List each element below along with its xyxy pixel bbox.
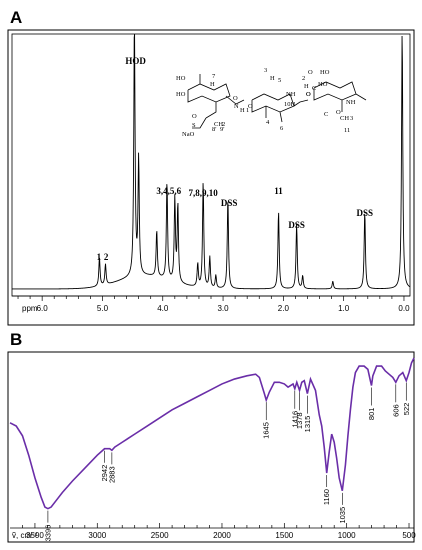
- panel-b-band-label: 1378: [295, 412, 304, 429]
- panel-b-band-label: 1160: [322, 489, 331, 505]
- panel-b-band-label: 2942: [100, 465, 109, 482]
- panel-a-peak-label: HOD: [125, 56, 146, 66]
- panel-b-x-tick-label: 3500: [26, 531, 44, 540]
- structure-label: O: [308, 69, 313, 76]
- structure-label: 9': [220, 126, 224, 133]
- panel-a-peak-label: 1: [97, 252, 102, 262]
- structure-label: H: [270, 75, 275, 82]
- panel-b-x-tick-label: 1000: [338, 531, 356, 540]
- structure-label: S: [192, 122, 196, 129]
- panel-a-peak-label: 2: [104, 252, 109, 262]
- structure-label: HO: [318, 81, 328, 88]
- structure-label: 2: [222, 121, 225, 128]
- panel-a-plot-area: [11, 33, 411, 297]
- panel-b-x-tick-label: 2000: [213, 531, 231, 540]
- structure-label: N: [234, 103, 239, 110]
- structure-label: CH: [340, 115, 349, 122]
- panel-b-band-label: 606: [391, 404, 400, 417]
- structure-label: 11: [344, 127, 350, 134]
- structure-label: NH: [346, 99, 356, 106]
- structure-label: HO: [176, 75, 186, 82]
- structure-label: 1: [246, 107, 249, 114]
- structure-label: NH: [286, 91, 296, 98]
- panel-b-band-label: 1416: [290, 411, 299, 428]
- panel-b-band-label: 522: [402, 403, 411, 416]
- panel-a-x-tick-label: 4.0: [157, 304, 169, 313]
- panel-b-band-label: 1315: [303, 416, 312, 433]
- panel-b-frame: [7, 351, 415, 543]
- panel-a-x-tick-label: 6.0: [37, 304, 49, 313]
- structure-label: 3: [264, 67, 267, 74]
- structure-label: 7: [212, 73, 216, 80]
- panel-a-x-tick-label: 3.0: [217, 304, 229, 313]
- structure-label: C: [312, 85, 316, 92]
- structure-label: H: [240, 107, 245, 114]
- panel-a-peak-label: DSS: [288, 220, 305, 230]
- structure-label: O: [306, 91, 311, 98]
- panel-a-peak-label: DSS: [357, 208, 374, 218]
- structure-label: NaO: [182, 131, 195, 138]
- panel-a-letter: A: [10, 8, 22, 27]
- panel-b-x-tick-label: 2500: [151, 531, 169, 540]
- structure-label: CH: [214, 121, 223, 128]
- panel-a-x-tick-label: 2.0: [278, 304, 290, 313]
- structure-label: 3: [350, 115, 353, 122]
- panel-b-band-label: 3396: [43, 525, 52, 542]
- panel-a-x-axis-label: ppm: [22, 304, 38, 313]
- panel-b-band-label: 1645: [262, 422, 271, 439]
- structure-label: O: [233, 95, 238, 102]
- panel-b-x-tick-label: 1500: [275, 531, 293, 540]
- structure-label: 10H: [284, 101, 296, 108]
- panel-a-nmr-spectrum: [12, 33, 411, 290]
- panel-a-x-tick-label: 5.0: [97, 304, 109, 313]
- panel-a-peak-label: DSS: [221, 198, 238, 208]
- panel-b-ir-spectrum: [9, 357, 415, 510]
- panel-b-band-label: 2883: [107, 466, 116, 483]
- panel-b-band-label: 801: [367, 408, 376, 421]
- panel-b-x-axis: 3500 3000 2500 2000 1500 1000 500 ṽ, cm⁻¹: [10, 523, 416, 540]
- panel-a-frame: [7, 29, 415, 326]
- structure-label: 4: [266, 119, 270, 126]
- structure-label: 6: [280, 125, 284, 132]
- structure-label: H: [304, 83, 309, 90]
- panel-a-peak-label: 7,8,9,10: [189, 188, 219, 198]
- structure-label: C: [324, 111, 328, 118]
- structure-label: O: [192, 113, 197, 120]
- panel-a-peak-label: 11: [274, 186, 283, 196]
- panel-b-x-tick-label: 500: [402, 531, 416, 540]
- structure-label: HO: [320, 69, 330, 76]
- panel-b-letter: B: [10, 330, 22, 349]
- chemical-structure: [187, 74, 367, 129]
- structure-label: O: [336, 109, 341, 116]
- panel-a-x-tick-label: 0.0: [398, 304, 410, 313]
- structure-label: O: [306, 91, 311, 98]
- structure-label: 5: [278, 77, 281, 84]
- structure-label: 8': [212, 126, 216, 133]
- structure-label: HO: [176, 91, 186, 98]
- panel-b-x-axis-label: ṽ, cm⁻¹: [12, 531, 38, 540]
- panel-a-peak-label: 3,4,5,6: [156, 186, 181, 196]
- panel-b-x-tick-label: 3000: [88, 531, 106, 540]
- panel-b-band-label: 1035: [338, 507, 347, 524]
- panel-a-x-axis: 6.0 5.0 4.0 3.0 2.0 1.0 0.0 ppm: [12, 295, 410, 313]
- structure-label: H: [210, 81, 215, 88]
- panel-a-x-tick-label: 1.0: [338, 304, 350, 313]
- structure-label: 2: [302, 75, 305, 82]
- structure-label: O: [248, 103, 253, 110]
